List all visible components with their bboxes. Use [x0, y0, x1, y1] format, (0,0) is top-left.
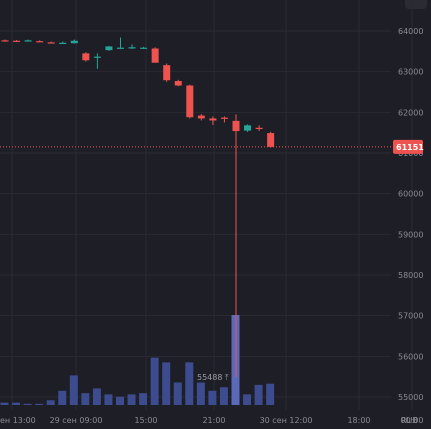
candle[interactable]	[47, 42, 55, 44]
candle[interactable]	[105, 46, 113, 51]
y-tick-label: 58000	[398, 271, 423, 280]
spike-low-label: 55488 ⤒	[197, 373, 229, 382]
volume-bar	[208, 390, 217, 405]
candle[interactable]	[128, 47, 136, 49]
candle[interactable]	[255, 127, 263, 130]
candle[interactable]	[197, 115, 205, 119]
candle[interactable]	[93, 56, 101, 58]
volume-bar	[104, 394, 113, 405]
volume-bar	[46, 400, 55, 405]
candle[interactable]	[220, 117, 228, 119]
y-tick-label: 62000	[398, 108, 423, 117]
x-tick-label: ен 13:00	[0, 416, 36, 425]
candle[interactable]	[163, 65, 171, 81]
volume-bar	[69, 375, 78, 405]
volume-bar	[196, 382, 205, 405]
candle[interactable]	[36, 41, 44, 43]
x-tick-label: 18:00	[347, 416, 370, 425]
volume-bar	[58, 390, 67, 405]
y-tick-label: 64000	[398, 27, 423, 36]
y-tick-label: 63000	[398, 68, 423, 77]
volume-bar	[254, 384, 263, 405]
x-tick-label: 30 сен 12:00	[260, 416, 313, 425]
volume-bar	[173, 382, 182, 405]
candle[interactable]	[140, 47, 148, 49]
volume-bar	[162, 362, 171, 405]
volume-bar	[92, 388, 101, 405]
last-price-badge	[393, 139, 423, 154]
volume-bar	[266, 383, 275, 405]
candle[interactable]	[174, 81, 182, 86]
volume-bar	[23, 403, 32, 405]
candle[interactable]	[24, 40, 32, 42]
currency-label: RUB	[401, 416, 418, 425]
volume-bar	[81, 393, 90, 405]
candle[interactable]	[209, 118, 217, 121]
candle[interactable]	[82, 53, 90, 61]
volume-bar	[219, 387, 228, 405]
last-price-label: 61151	[396, 143, 424, 152]
x-tick-label: 21:00	[202, 416, 225, 425]
volume-bar	[185, 362, 194, 405]
volume-bar	[35, 403, 44, 405]
candle[interactable]	[70, 40, 78, 44]
y-tick-label: 57000	[398, 312, 423, 321]
volume-bar	[243, 394, 252, 405]
y-tick-label: 59000	[398, 230, 423, 239]
candle[interactable]	[232, 120, 240, 132]
y-tick-label: 60000	[398, 190, 423, 199]
x-tick-label: 00:00	[400, 416, 423, 425]
x-tick-label: 15:00	[134, 416, 157, 425]
menu-button[interactable]	[405, 0, 427, 9]
x-tick-label: 29 сен 09:00	[50, 416, 103, 425]
volume-bar	[116, 396, 124, 405]
candle[interactable]	[186, 85, 194, 118]
candle[interactable]	[13, 40, 21, 42]
candle[interactable]	[244, 125, 252, 131]
volume-bar	[127, 394, 136, 405]
candle[interactable]	[267, 133, 275, 147]
y-tick-label: 55000	[398, 393, 423, 402]
volume-bar	[139, 393, 148, 405]
volume-bar	[12, 402, 21, 405]
candle[interactable]	[117, 47, 124, 49]
candle[interactable]	[151, 48, 159, 63]
volume-bar	[0, 402, 9, 405]
y-tick-label: 56000	[398, 352, 423, 361]
candle[interactable]	[59, 42, 67, 44]
candle[interactable]	[1, 40, 9, 42]
volume-bar	[150, 357, 159, 405]
